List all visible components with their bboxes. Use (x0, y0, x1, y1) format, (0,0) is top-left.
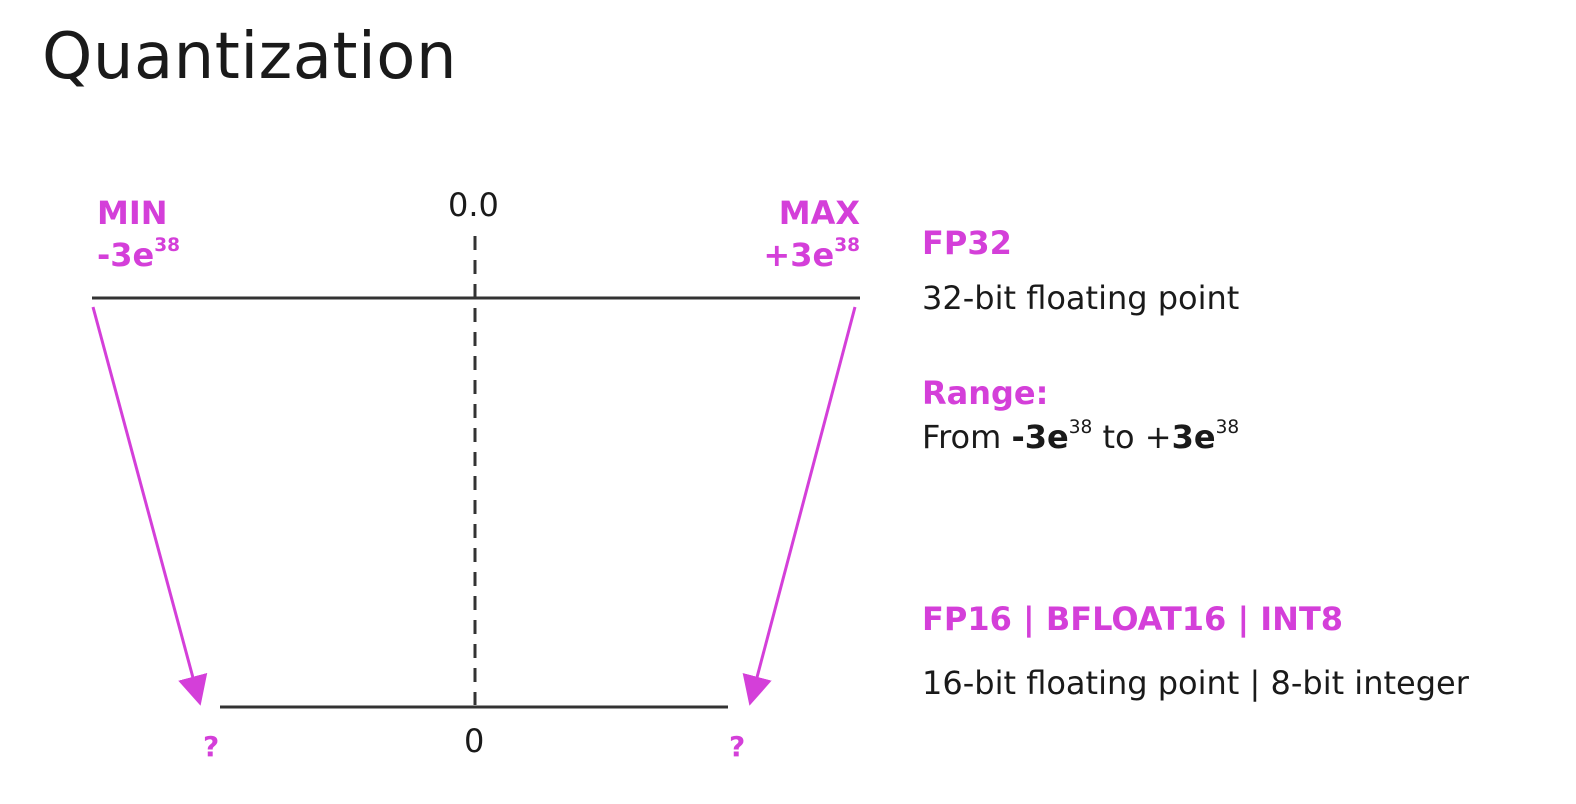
max-value-base: +3e (763, 236, 835, 274)
max-value-exponent: 38 (834, 235, 860, 257)
range-from-word: From (922, 418, 1002, 456)
page-title: Quantization (42, 20, 457, 94)
min-value-base: -3e (97, 236, 155, 274)
low-precision-description: 16-bit floating point | 8-bit integer (922, 664, 1469, 702)
max-label-text: MAX (778, 194, 860, 232)
max-value: +3e38 (763, 236, 860, 274)
range-low-exponent: 38 (1068, 417, 1093, 439)
low-precision-heading: FP16 | BFLOAT16 | INT8 (922, 600, 1344, 638)
fp32-zero-label: 0.0 (448, 186, 499, 224)
max-label: MAX (779, 194, 860, 232)
min-mapping-arrow (91, 306, 208, 706)
range-low-base: -3e (1011, 418, 1069, 456)
low-right-unknown: ? (729, 730, 746, 763)
min-value-exponent: 38 (154, 235, 181, 257)
fp32-description: 32-bit floating point (922, 279, 1240, 317)
range-high-sign: + (1144, 418, 1172, 456)
min-label: MIN (97, 194, 168, 232)
range-to-word: to (1102, 418, 1135, 456)
min-label-text: MIN (97, 194, 168, 232)
range-high-exponent: 38 (1215, 417, 1240, 439)
range-heading: Range: (922, 374, 1049, 412)
low-zero-label: 0 (464, 722, 485, 760)
range-high-base: 3e (1171, 418, 1216, 456)
low-left-unknown: ? (203, 730, 220, 763)
min-value: -3e38 (97, 236, 180, 274)
fp32-heading: FP32 (922, 224, 1012, 262)
range-text: From -3e38 to +3e38 (922, 418, 1239, 456)
max-mapping-arrow (742, 306, 857, 706)
